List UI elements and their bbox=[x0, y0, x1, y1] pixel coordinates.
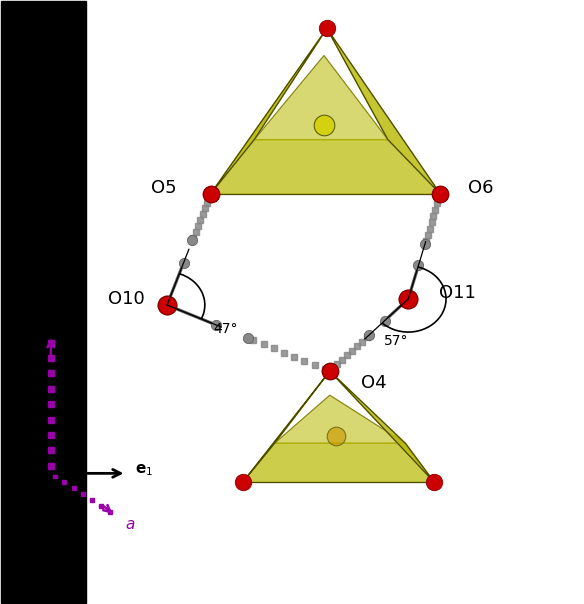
Text: O6: O6 bbox=[468, 179, 493, 197]
Point bbox=[187, 236, 197, 245]
Polygon shape bbox=[211, 140, 440, 194]
Polygon shape bbox=[254, 56, 388, 140]
Polygon shape bbox=[242, 443, 434, 483]
Point bbox=[436, 189, 445, 199]
Text: O5: O5 bbox=[151, 179, 177, 197]
Point bbox=[325, 366, 335, 376]
Text: 57°: 57° bbox=[384, 334, 409, 348]
Point bbox=[238, 478, 247, 487]
Point bbox=[404, 294, 413, 304]
Point bbox=[206, 189, 215, 199]
Point bbox=[430, 478, 439, 487]
Point bbox=[206, 189, 215, 199]
Text: O10: O10 bbox=[108, 290, 145, 308]
Point bbox=[436, 189, 445, 199]
Polygon shape bbox=[211, 28, 327, 194]
Point bbox=[162, 300, 172, 310]
Point bbox=[414, 260, 423, 270]
Text: O11: O11 bbox=[439, 284, 476, 302]
Point bbox=[244, 333, 253, 343]
Point bbox=[319, 120, 329, 130]
Point bbox=[162, 300, 172, 310]
Text: c: c bbox=[33, 309, 41, 323]
Point bbox=[179, 258, 188, 268]
Text: $\mathbf{e}_{1}$: $\mathbf{e}_{1}$ bbox=[135, 463, 153, 478]
Polygon shape bbox=[274, 395, 405, 443]
Point bbox=[380, 316, 390, 326]
Text: O4: O4 bbox=[360, 374, 386, 392]
Point bbox=[420, 239, 430, 249]
Point bbox=[364, 330, 374, 340]
Polygon shape bbox=[327, 28, 440, 194]
Polygon shape bbox=[242, 371, 330, 483]
Point bbox=[211, 320, 221, 330]
Bar bbox=[1, 1, 86, 603]
Point bbox=[404, 294, 413, 304]
Text: $a$: $a$ bbox=[125, 517, 135, 532]
Polygon shape bbox=[330, 371, 434, 483]
Text: 47°: 47° bbox=[213, 322, 238, 336]
Point bbox=[325, 366, 335, 376]
Point bbox=[331, 431, 340, 441]
Point bbox=[322, 24, 332, 33]
